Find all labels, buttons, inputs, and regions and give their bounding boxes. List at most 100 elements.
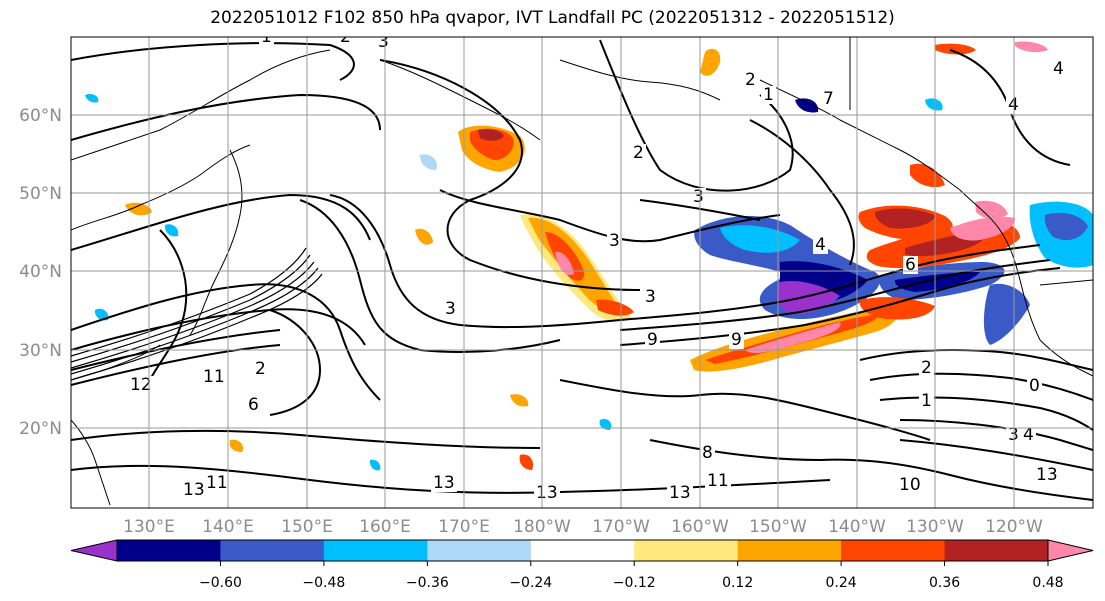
contour-line [71,273,323,381]
shading-positive-region [596,299,634,316]
shading-negative-region [720,225,800,253]
contour-line [859,349,1093,371]
contour-line [71,329,281,371]
contour-label: 3 [693,187,704,207]
colorbar-segment [427,540,532,561]
shading-positive-region [555,251,574,276]
shading-negative-region [420,154,437,170]
contour-label: 10 [899,475,921,495]
colorbar-tick-label: −0.36 [406,575,449,591]
coastline [71,49,331,161]
coastline [189,149,243,336]
gridlines [71,37,1093,508]
colorbar-segment [841,540,946,561]
contour-label-bg [1027,377,1042,395]
contour-label-bg [919,392,934,410]
contour-label: 2 [633,143,644,163]
colorbar-segment [737,540,842,561]
colorbar-segment [530,540,635,561]
contour-line [71,429,541,449]
shading-positive-region [874,208,936,229]
shading-positive-region [700,48,721,76]
contour-line [149,229,188,381]
contour-label: 3 [645,287,656,307]
contour-line [71,308,366,351]
contour-line [71,247,307,357]
colorbar-segment [634,540,739,561]
lon-label: 160°W [671,517,729,537]
contour-line [879,396,1093,431]
contour-label: 7 [823,89,834,109]
contour-label-bg [919,359,934,377]
colorbar-max-extend [1047,539,1094,562]
contour-label: 1 [763,85,774,105]
colorbar-tick-label: −0.24 [509,575,552,591]
lat-label: 60°N [19,106,62,126]
lon-label: 150°E [281,517,333,537]
contour-label-bg [643,288,658,306]
shading-negative-region [983,283,1030,345]
contour-label: 1 [261,27,272,47]
lon-label: 140°W [828,517,886,537]
contour-label: 3 [1008,425,1019,445]
contour-label: 13 [1036,465,1058,485]
coastline [1039,279,1093,286]
contour-label-bg [204,474,230,492]
shading-negative-region [1044,212,1088,241]
colorbar-tick-label: −0.12 [613,575,656,591]
lon-label: 170°W [592,517,650,537]
contour-label: 2 [921,358,932,378]
shading-positive-region [125,202,152,216]
shading-negative-region [599,418,612,430]
contour-line [749,119,855,266]
contour-label: 11 [203,367,225,387]
lon-label: 130°W [906,517,964,537]
shading-negative-region [795,98,819,113]
colorbar-tick-label: 0.12 [722,575,753,591]
shading-positive-region [1015,41,1048,53]
contour-line [899,439,1093,471]
colorbar-segment [323,540,428,561]
lon-label: 150°W [749,517,807,537]
contour-line [71,261,315,369]
coastline [559,59,721,101]
map-frame [70,36,1094,509]
contour-label-bg [246,396,261,414]
contour-line [329,194,621,329]
coastline [959,189,1041,341]
contour-label: 8 [702,443,713,463]
contour-line [71,93,381,141]
contour-label: 4 [1008,95,1019,115]
coastline [1039,339,1093,377]
contour-label-bg [667,484,693,502]
contour-label: 3 [445,299,456,319]
contour-line [71,254,311,363]
contour-label-bg [813,236,828,254]
colorbar-outline [116,539,1049,562]
colorbar-tick-label: −0.60 [199,575,242,591]
coastline [71,419,111,506]
shading-positive-region [510,394,529,407]
shading-positive-region [935,43,976,55]
contour-line [71,42,355,81]
contour-line [559,379,931,441]
shading-negative-region [85,93,99,103]
contour-label-bg [821,90,836,108]
contour-label-bg [259,37,274,46]
contour-line [649,439,1093,501]
contour-line [269,309,322,416]
contour-line [71,283,381,401]
contour-line [619,259,1051,331]
contour-label-bg [897,476,923,494]
lon-label: 120°W [985,517,1043,537]
contour-label: 1 [921,391,932,411]
contour-label-bg [700,444,715,462]
contour-label: 11 [707,471,729,491]
contour-label-bg [181,481,207,499]
contour-label-bg [443,300,458,318]
contour-label: 0 [1029,376,1040,396]
lat-label: 40°N [19,262,62,282]
lon-label: 180°W [513,517,571,537]
contour-label: 4 [1053,59,1064,79]
contour-label-bg [761,86,776,104]
